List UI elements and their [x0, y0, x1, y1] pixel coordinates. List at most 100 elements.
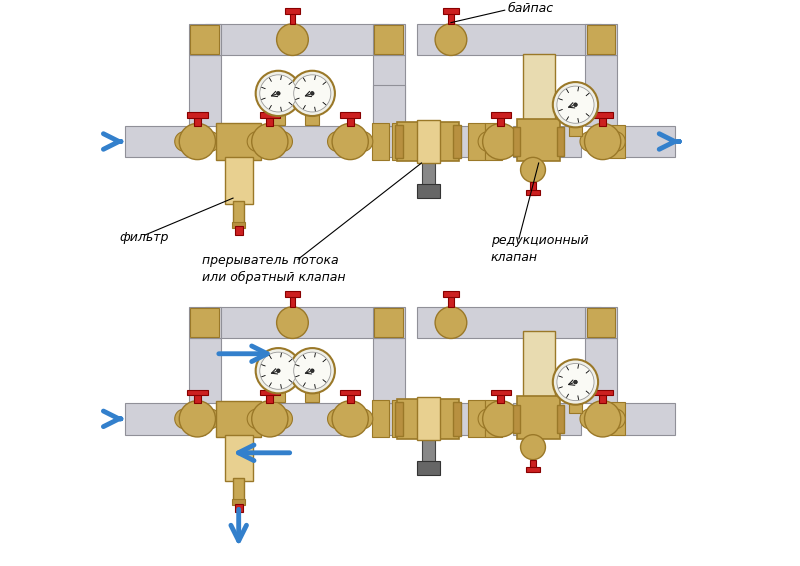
Bar [517, 119, 560, 161]
Bar [126, 126, 205, 157]
Bar [340, 112, 360, 118]
Bar [498, 116, 504, 126]
Bar [530, 460, 536, 472]
Bar [205, 307, 389, 338]
Bar [270, 126, 349, 157]
Bar [517, 396, 560, 439]
Bar [417, 307, 601, 338]
Circle shape [435, 307, 466, 338]
Bar [266, 116, 274, 126]
Bar [391, 401, 409, 437]
Circle shape [482, 123, 519, 160]
Bar [378, 403, 474, 435]
Circle shape [353, 131, 373, 152]
Circle shape [580, 131, 600, 152]
Bar [608, 125, 625, 158]
Circle shape [256, 348, 301, 393]
Circle shape [277, 24, 308, 55]
Circle shape [553, 82, 598, 127]
Bar [586, 308, 615, 337]
Bar [373, 85, 405, 126]
Text: байпас: байпас [507, 2, 554, 15]
Bar [448, 11, 454, 24]
Bar [189, 24, 221, 55]
Circle shape [277, 307, 308, 338]
Circle shape [273, 409, 293, 429]
Bar [593, 112, 613, 118]
Circle shape [252, 401, 288, 437]
Bar [569, 403, 582, 413]
Circle shape [585, 123, 621, 160]
Bar [454, 402, 461, 436]
Bar [417, 461, 440, 475]
Bar [514, 403, 581, 435]
Circle shape [585, 401, 621, 437]
Circle shape [606, 131, 626, 152]
Bar [526, 190, 540, 195]
Bar [523, 54, 554, 122]
Circle shape [557, 86, 594, 123]
Circle shape [200, 409, 220, 429]
Bar [586, 25, 615, 54]
Text: фильтр: фильтр [120, 231, 170, 244]
Circle shape [247, 409, 267, 429]
Bar [558, 405, 564, 433]
Circle shape [553, 359, 598, 405]
Bar [189, 55, 221, 126]
Circle shape [580, 409, 600, 429]
Bar [608, 402, 625, 435]
Bar [373, 24, 405, 55]
Bar [468, 401, 485, 437]
Bar [340, 389, 360, 395]
Bar [216, 123, 262, 160]
Circle shape [606, 409, 626, 429]
Bar [530, 182, 536, 195]
Circle shape [260, 75, 297, 112]
Bar [306, 114, 319, 125]
Bar [373, 338, 405, 403]
Bar [397, 122, 459, 161]
Bar [225, 435, 253, 481]
Bar [372, 401, 389, 437]
Circle shape [353, 409, 373, 429]
Circle shape [310, 92, 314, 95]
Bar [615, 403, 674, 435]
Bar [260, 112, 280, 118]
Bar [260, 389, 280, 395]
Bar [374, 25, 403, 54]
Bar [615, 126, 674, 157]
Circle shape [478, 409, 498, 429]
Circle shape [574, 380, 578, 384]
Circle shape [260, 352, 297, 389]
Bar [514, 126, 581, 157]
Bar [234, 504, 242, 512]
Bar [266, 393, 274, 404]
Bar [498, 393, 504, 404]
Bar [569, 126, 582, 136]
Bar [290, 11, 295, 24]
Bar [225, 157, 253, 204]
Bar [599, 393, 606, 404]
Bar [216, 401, 262, 437]
Bar [558, 127, 564, 156]
Circle shape [174, 409, 194, 429]
Circle shape [179, 401, 215, 437]
Circle shape [574, 103, 578, 106]
Bar [523, 331, 554, 399]
Bar [205, 24, 389, 55]
Bar [290, 294, 295, 307]
Bar [599, 116, 606, 126]
Bar [585, 307, 617, 338]
Circle shape [256, 71, 301, 116]
Bar [270, 403, 349, 435]
Bar [514, 405, 520, 433]
Bar [346, 116, 354, 126]
Circle shape [478, 131, 498, 152]
Bar [372, 123, 389, 160]
Bar [490, 389, 511, 395]
Text: прерыватель потока
или обратный клапан: прерыватель потока или обратный клапан [202, 254, 346, 284]
Bar [422, 437, 435, 464]
Bar [593, 389, 613, 395]
Circle shape [277, 92, 280, 95]
Bar [374, 308, 403, 337]
